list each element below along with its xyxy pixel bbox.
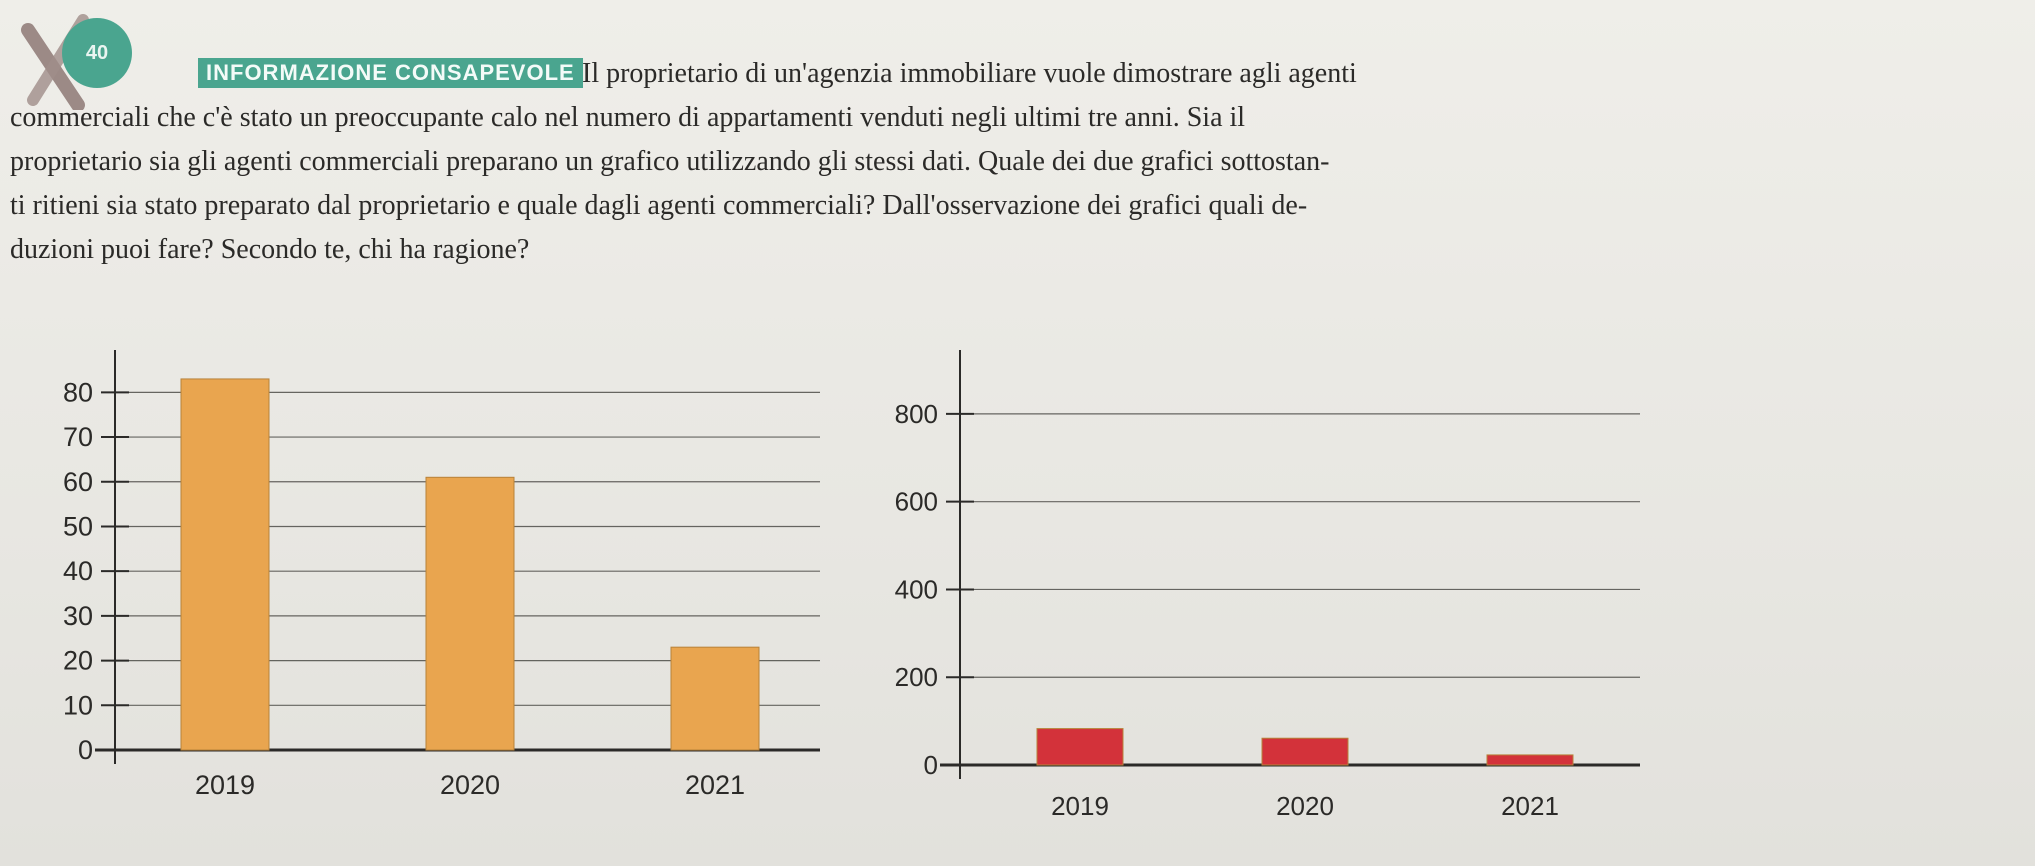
right-bar-chart: 0 200 400 600 800 2019 2020 2021 — [860, 340, 1680, 821]
left-bar-chart: 0 10 20 30 40 50 60 70 80 2019 2020 2021 — [20, 320, 840, 820]
bar-2020 — [425, 476, 515, 751]
exercise-number-badge: 40 — [62, 18, 132, 88]
right-bar-chart-svg: 0 200 400 600 800 2019 2020 2021 — [895, 350, 1640, 821]
x-tick-label-2019: 2019 — [1051, 791, 1109, 820]
bar-2021 — [1486, 754, 1574, 766]
badge-label: 40 — [85, 41, 109, 64]
y-tick-label-80: 80 — [63, 377, 93, 407]
text-line-4: ti ritieni sia stato preparato dal propr… — [10, 190, 1308, 221]
y-tick-label-0: 0 — [924, 750, 938, 780]
y-tick-label-60: 60 — [63, 467, 93, 497]
y-tick-label-10: 10 — [63, 690, 93, 720]
text-line-2: commerciali che c'è stato un preoccupant… — [10, 102, 1246, 133]
bar-2020 — [1261, 737, 1349, 766]
x-tick-label-2020: 2020 — [1276, 791, 1334, 820]
bar-2021 — [670, 646, 760, 751]
text-line-3: proprietario sia gli agenti commerciali … — [10, 146, 1330, 177]
y-tick-label-0: 0 — [78, 735, 93, 765]
y-tick-label-20: 20 — [63, 646, 93, 676]
text-line-1: Il proprietario di un'agenzia immobiliar… — [582, 58, 1357, 89]
x-tick-label-2019: 2019 — [195, 770, 255, 800]
x-tick-label-2021: 2021 — [1501, 791, 1559, 820]
y-tick-label-50: 50 — [63, 511, 93, 541]
text-line-5: duzioni puoi fare? Secondo te, chi ha ra… — [10, 234, 530, 265]
y-tick-label-400: 400 — [895, 574, 938, 604]
y-tick-label-40: 40 — [63, 556, 93, 586]
bar-2019 — [1036, 728, 1124, 766]
left-bar-chart-svg: 0 10 20 30 40 50 60 70 80 2019 2020 2021 — [63, 350, 820, 800]
bar-2019 — [180, 378, 270, 751]
y-tick-label-30: 30 — [63, 601, 93, 631]
y-tick-label-200: 200 — [895, 662, 938, 692]
x-tick-label-2021: 2021 — [685, 770, 745, 800]
y-tick-label-600: 600 — [895, 487, 938, 517]
section-tag: INFORMAZIONE CONSAPEVOLE — [198, 58, 583, 88]
y-tick-label-800: 800 — [895, 399, 938, 429]
y-tick-label-70: 70 — [63, 422, 93, 452]
exercise-text: Il proprietario di un'agenzia immobiliar… — [10, 52, 1980, 272]
x-tick-label-2020: 2020 — [440, 770, 500, 800]
